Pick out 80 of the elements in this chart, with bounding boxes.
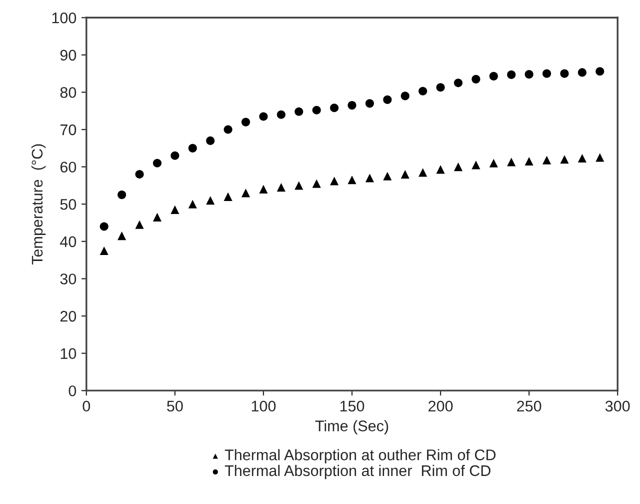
y-tick-label: 10 [60,348,76,359]
point [100,246,108,256]
point [100,222,108,231]
point [312,106,321,114]
x-tick-label: 50 [167,400,183,412]
point [118,190,126,200]
point [276,110,286,119]
point [135,170,144,179]
point [224,125,232,134]
point [188,144,197,152]
legend-label: Thermal Absorption at outher Rim of CD [224,449,496,464]
point [560,155,569,164]
y-tick-label: 40 [60,236,76,248]
point [418,86,428,96]
point [489,72,498,80]
point [241,118,250,126]
point [436,165,445,174]
x-tick-label: 300 [605,400,630,412]
point [472,74,480,84]
point [542,156,552,164]
point [294,107,304,116]
point [152,212,162,222]
point [135,220,144,229]
point [524,70,534,79]
point [224,192,232,201]
point [330,176,339,186]
point [152,158,162,168]
y-tick-label: 100 [52,12,76,24]
x-tick-label: 150 [340,400,364,412]
x-tick-label: 200 [428,400,453,412]
point [170,151,180,160]
point [436,83,445,92]
y-axis-title: Temperature (°C) [31,144,46,265]
point [400,170,410,179]
x-tick-label: 250 [517,400,542,412]
y-tick-label: 80 [60,87,76,98]
x-tick-label: 0 [82,400,90,412]
point [259,112,268,121]
y-tick-label: 20 [60,310,76,322]
point [188,200,197,208]
x-tick-label: 100 [252,400,276,412]
point [118,232,126,240]
point [365,99,374,108]
point [206,196,215,205]
point [365,174,374,182]
point [348,101,356,110]
point [294,181,304,190]
point [596,153,604,162]
point [418,168,428,177]
point [400,92,410,100]
y-tick-label: 0 [68,385,76,396]
point [454,78,463,88]
point [578,154,586,163]
point [170,205,180,214]
x-axis-title: Time (Sec) [315,420,388,434]
point [206,136,215,145]
point [560,69,569,78]
y-tick-label: 60 [60,162,76,173]
point [596,67,604,76]
point [312,179,321,188]
y-tick-label: 50 [60,198,76,210]
point [383,172,392,180]
point [330,104,339,112]
point [578,68,586,77]
point [259,184,268,194]
point [454,162,463,172]
y-tick-label: 90 [60,50,76,61]
point [348,176,356,184]
point [507,70,516,79]
point [383,95,392,104]
point [241,188,250,198]
legend-label: Thermal Absorption at inner Rim of CD [224,464,490,480]
point [542,69,552,78]
point [489,158,498,168]
point [524,156,534,166]
point [276,183,286,192]
y-tick-label: 30 [60,274,76,284]
point [507,158,516,166]
point [472,160,480,170]
y-tick-label: 70 [60,124,76,136]
